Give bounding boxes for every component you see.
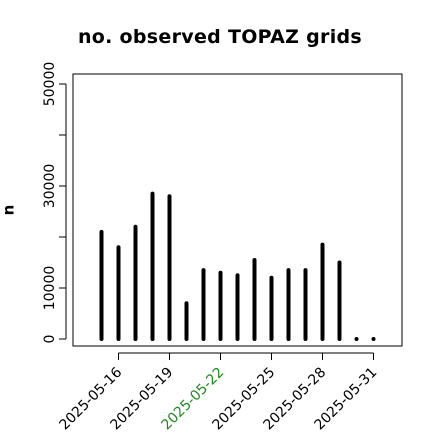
- y-tick-label: 50000: [42, 62, 58, 107]
- y-tick-label: 30000: [42, 164, 58, 209]
- x-axis: 2025-05-162025-05-192025-05-222025-05-25…: [56, 352, 380, 433]
- y-axis: 0 10000 30000 50000: [42, 62, 67, 344]
- bars: [99, 191, 376, 341]
- zero-marker: [354, 337, 359, 341]
- y-tick-label: 0: [42, 335, 58, 344]
- plot-frame: [72, 73, 403, 347]
- chart-title: no. observed TOPAZ grids: [77, 26, 363, 48]
- y-tick-label: 10000: [42, 266, 58, 311]
- zero-marker: [371, 337, 376, 341]
